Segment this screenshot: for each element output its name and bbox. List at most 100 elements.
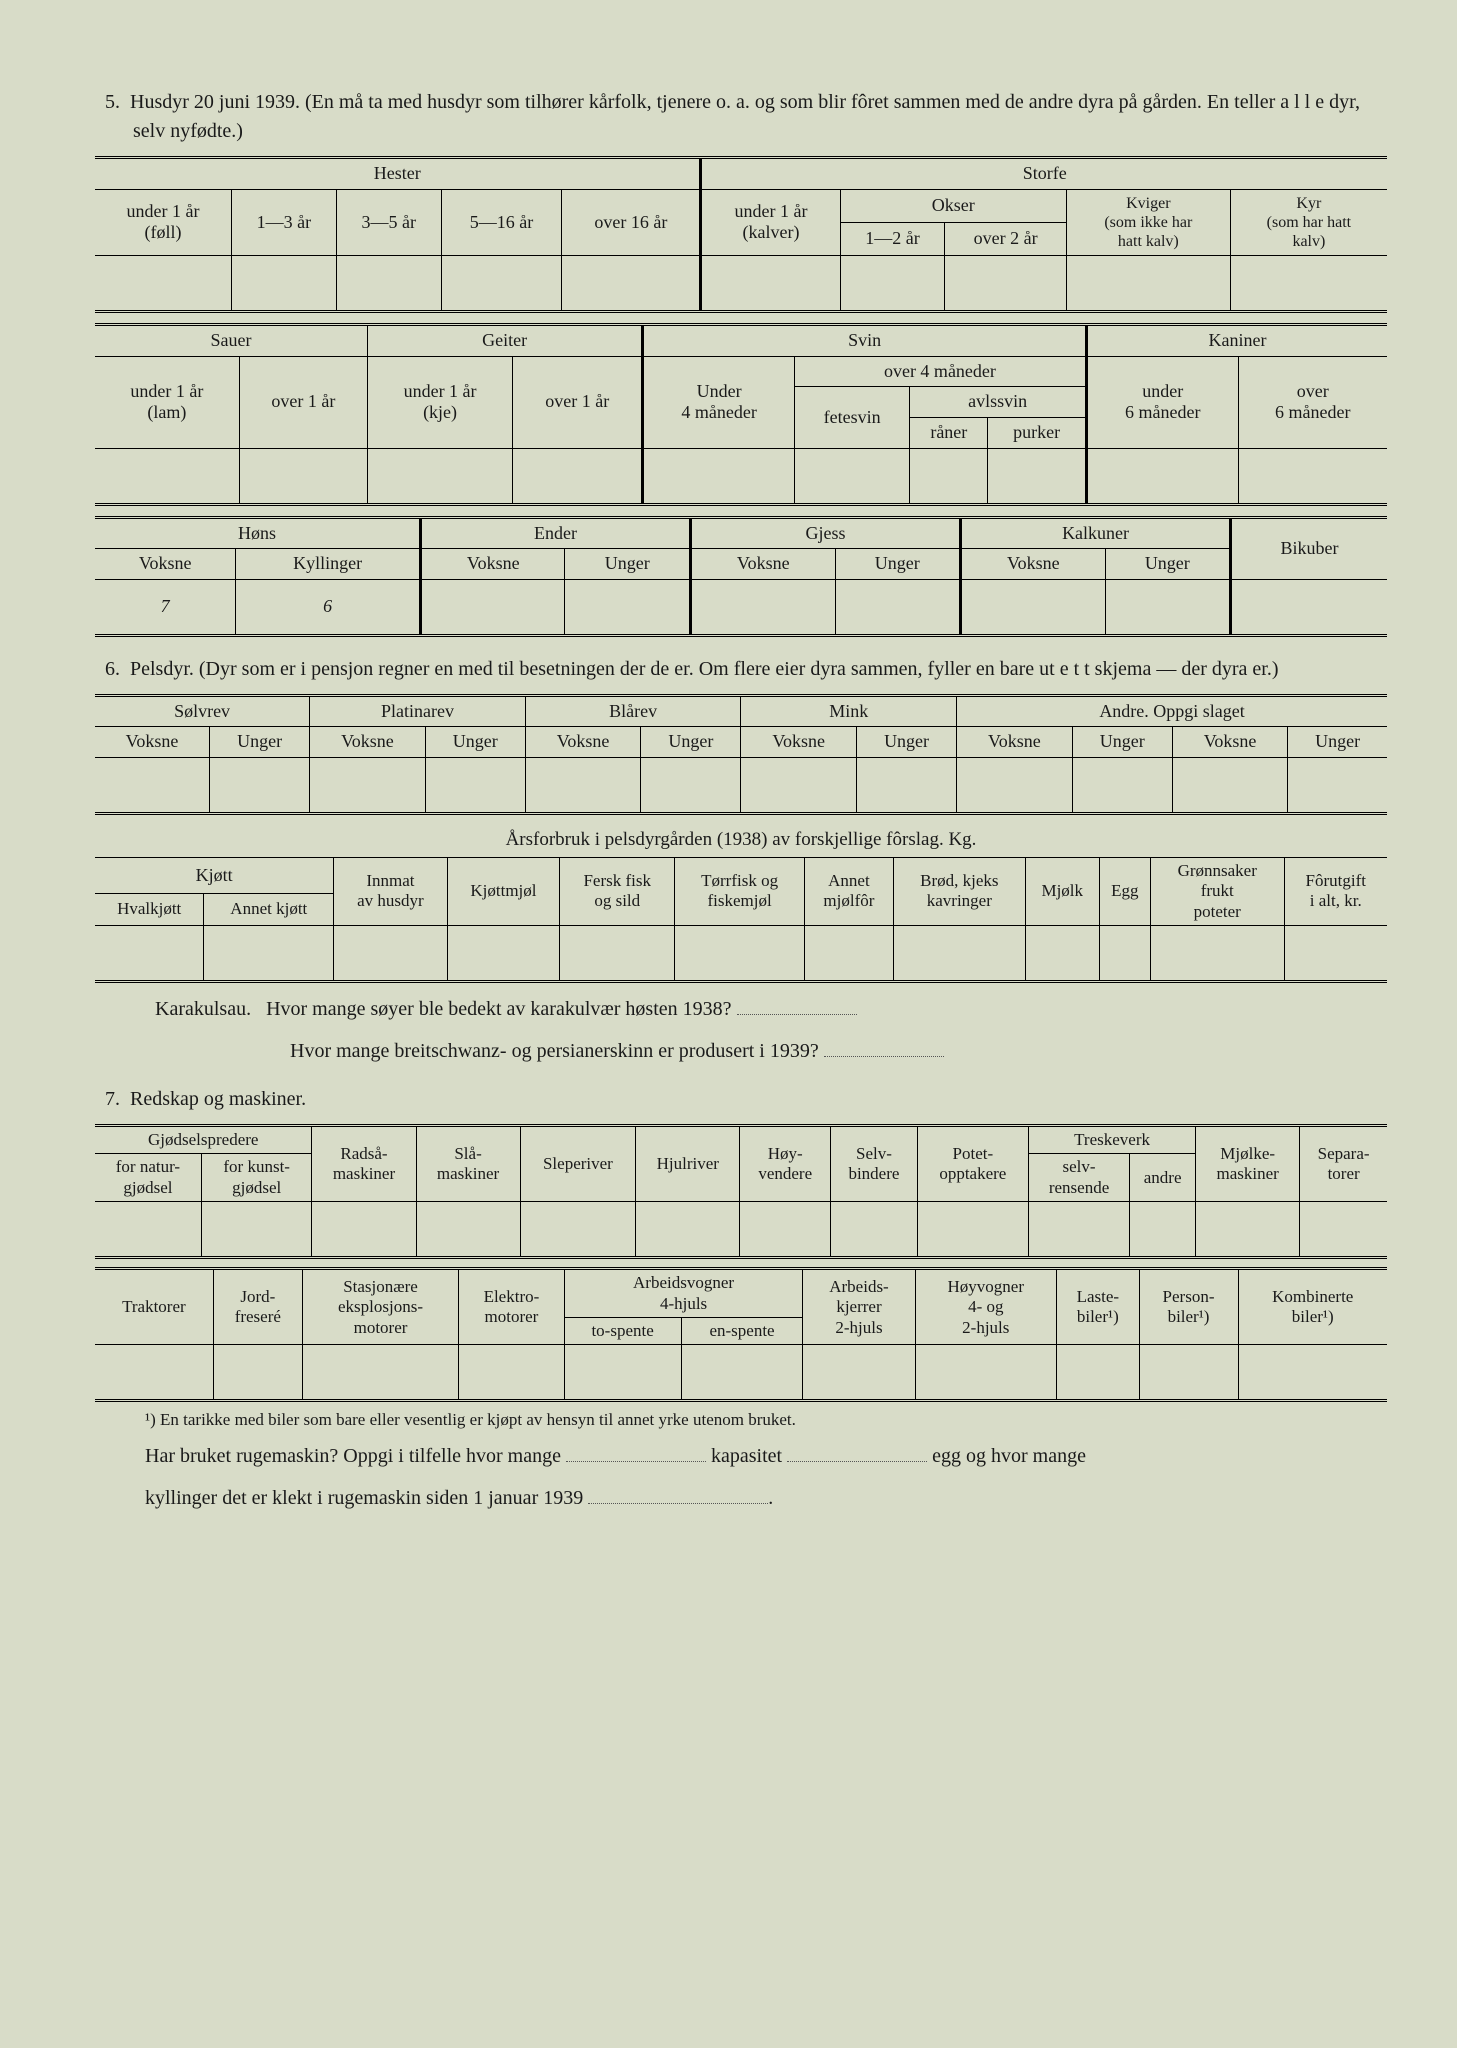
col: Unger <box>210 727 310 758</box>
col: Voksne <box>525 727 641 758</box>
cell <box>95 256 232 312</box>
col-kje: under 1 år (kje) <box>368 356 513 448</box>
col-kalk-voksne: Voksne <box>961 549 1106 580</box>
col: Radså- maskiner <box>312 1126 416 1202</box>
col: Elektro- motorer <box>459 1269 564 1345</box>
cell <box>302 1345 458 1401</box>
col: Unger <box>1072 727 1172 758</box>
cell <box>641 757 741 813</box>
cell <box>840 256 945 312</box>
cell <box>893 926 1025 982</box>
col: Potet- opptakere <box>917 1126 1028 1202</box>
col: Tørrfisk og fiskemjøl <box>675 857 805 925</box>
cell <box>945 256 1067 312</box>
cell <box>95 757 210 813</box>
col: for kunst- gjødsel <box>201 1154 312 1202</box>
cell <box>740 1202 831 1258</box>
section-6-num: 6. <box>105 658 120 680</box>
fill-field[interactable] <box>566 1444 706 1462</box>
col: Unger <box>857 727 957 758</box>
cell <box>636 1202 740 1258</box>
col-kanin-o6: over 6 måneder <box>1238 356 1387 448</box>
group-storfe: Storfe <box>701 158 1387 190</box>
cell <box>447 926 560 982</box>
cell <box>915 1345 1057 1401</box>
col: Jord- freseré <box>213 1269 302 1345</box>
table-sauer-geiter-svin: Sauer Geiter Svin Kaniner under 1 år (la… <box>95 323 1387 505</box>
cell <box>1105 579 1231 635</box>
cell <box>1196 1202 1300 1258</box>
fill-field[interactable] <box>824 1039 944 1057</box>
cell <box>525 757 641 813</box>
cell <box>562 256 701 312</box>
group-svin: Svin <box>643 325 1087 357</box>
cell <box>513 448 643 504</box>
col: Brød, kjeks kavringer <box>893 857 1025 925</box>
col: Unger <box>641 727 741 758</box>
karakul-q2: Hvor mange breitschwanz- og persianerski… <box>290 1040 819 1062</box>
cell <box>1238 448 1387 504</box>
group-hons: Høns <box>95 517 420 549</box>
col-1-3: 1—3 år <box>232 189 337 256</box>
col: Kjøttmjøl <box>447 857 560 925</box>
fill-field[interactable] <box>588 1486 768 1504</box>
table-redskap-b: Traktorer Jord- freseré Stasjonære ekspl… <box>95 1267 1387 1402</box>
group-hester: Hester <box>95 158 701 190</box>
group-gjodsel: Gjødselspredere <box>95 1126 312 1154</box>
col-kalver: under 1 år (kalver) <box>701 189 840 256</box>
col-kyllinger: Kyllinger <box>236 549 421 580</box>
cell <box>520 1202 636 1258</box>
fill-field[interactable] <box>737 997 857 1015</box>
cell <box>1288 757 1387 813</box>
cell <box>831 1202 918 1258</box>
col-5-16: 5—16 år <box>441 189 562 256</box>
col-kanin-u6: under 6 måneder <box>1086 356 1238 448</box>
col-purker: purker <box>988 417 1087 448</box>
karakul-q1: Hvor mange søyer ble bedekt av karakulvæ… <box>266 998 731 1020</box>
cell <box>741 757 857 813</box>
table-forslag: Kjøtt Innmat av husdyr Kjøttmjøl Fersk f… <box>95 857 1387 983</box>
group-blarev: Blårev <box>525 695 741 727</box>
cell <box>368 448 513 504</box>
section-6-text: Pelsdyr. (Dyr som er i pensjon regner en… <box>130 658 1279 680</box>
col-ender-unger: Unger <box>565 549 691 580</box>
cell <box>210 757 310 813</box>
karakul-label: Karakulsau. <box>155 998 251 1020</box>
table-fjørfe: Høns Ender Gjess Kalkuner Bikuber Voksne… <box>95 516 1387 637</box>
col-bikuber: Bikuber <box>1231 517 1387 579</box>
cell <box>416 1202 520 1258</box>
section-7-title: 7.Redskap og maskiner. <box>105 1085 1387 1114</box>
group-gjess: Gjess <box>691 517 961 549</box>
cell <box>1057 1345 1140 1401</box>
col-over16: over 16 år <box>562 189 701 256</box>
col: Voksne <box>957 727 1073 758</box>
karakul-line-1: Karakulsau. Hvor mange søyer ble bedekt … <box>155 993 1387 1025</box>
karakul-line-2: Hvor mange breitschwanz- og persianerski… <box>290 1035 1387 1067</box>
cell <box>1238 1345 1387 1401</box>
col-kalk-unger: Unger <box>1105 549 1231 580</box>
cell <box>1066 256 1230 312</box>
col-okser-over2: over 2 år <box>945 222 1067 255</box>
cell-hons-voksne: 7 <box>95 579 236 635</box>
col: Unger <box>425 727 525 758</box>
cell <box>835 579 961 635</box>
group-okser: Okser <box>840 189 1066 222</box>
cell <box>1300 1202 1387 1258</box>
col-3-5: 3—5 år <box>336 189 441 256</box>
cell <box>1139 1345 1238 1401</box>
col: andre <box>1130 1154 1196 1202</box>
cell <box>1284 926 1387 982</box>
fill-field[interactable] <box>787 1444 927 1462</box>
col: Annet mjølfôr <box>805 857 894 925</box>
col-kviger: Kviger (som ikke har hatt kalv) <box>1066 189 1230 256</box>
cell <box>1072 757 1172 813</box>
col: to-spente <box>564 1318 681 1345</box>
cell <box>643 448 795 504</box>
col-gjess-voksne: Voksne <box>691 549 836 580</box>
col: Voksne <box>310 727 426 758</box>
group-ender: Ender <box>420 517 690 549</box>
cell <box>1230 256 1387 312</box>
cell <box>675 926 805 982</box>
col: Mjølk <box>1025 857 1099 925</box>
cell <box>204 926 334 982</box>
